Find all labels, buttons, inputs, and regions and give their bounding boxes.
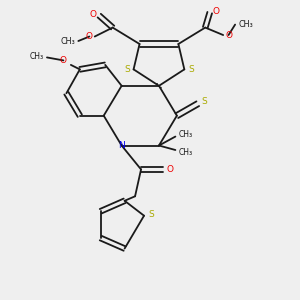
Text: O: O (85, 32, 92, 41)
Text: O: O (60, 56, 67, 65)
Text: CH₃: CH₃ (61, 37, 75, 46)
Text: O: O (90, 10, 97, 19)
Text: O: O (167, 165, 173, 174)
Text: S: S (124, 65, 130, 74)
Text: O: O (226, 31, 232, 40)
Text: CH₃: CH₃ (29, 52, 44, 61)
Text: S: S (202, 97, 207, 106)
Text: CH₃: CH₃ (178, 148, 192, 157)
Text: CH₃: CH₃ (238, 20, 253, 29)
Text: O: O (212, 7, 219, 16)
Text: N: N (118, 141, 124, 150)
Text: CH₃: CH₃ (178, 130, 192, 139)
Text: S: S (188, 65, 194, 74)
Text: S: S (148, 210, 154, 219)
